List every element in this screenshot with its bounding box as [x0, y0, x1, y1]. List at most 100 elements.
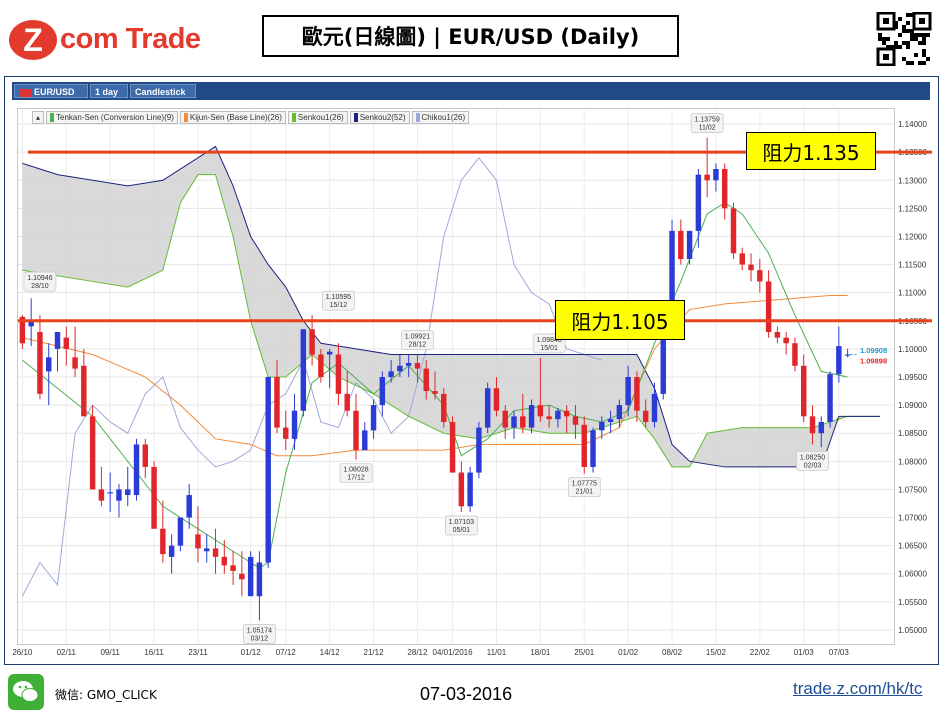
candle-body — [520, 416, 526, 428]
y-tick-label: 1.12000 — [898, 232, 927, 241]
y-tick-label: 1.05500 — [898, 598, 927, 607]
legend-item-chikou[interactable]: Chikou1(26) — [411, 111, 470, 124]
candle-body — [133, 444, 140, 496]
symbol-button[interactable]: EUR/USD — [14, 84, 88, 98]
candle-body — [397, 365, 403, 372]
candle-body — [581, 424, 587, 467]
candle-body — [502, 410, 508, 428]
price-label-box — [322, 290, 355, 311]
legend-label: Senkou2(52) — [359, 113, 406, 122]
candle-body — [230, 565, 236, 571]
flag-icon — [19, 88, 31, 97]
candle-body — [63, 337, 70, 349]
candle-body — [590, 430, 596, 467]
candle-body — [493, 388, 500, 411]
candle-body — [792, 343, 798, 366]
candle-body — [353, 410, 359, 451]
x-tick-label: 02/11 — [57, 648, 77, 657]
y-tick-label: 1.08500 — [898, 429, 927, 438]
legend-item-tenkan[interactable]: Tenkan-Sen (Conversion Line)(9) — [46, 111, 178, 124]
y-tick-label: 1.09500 — [898, 373, 927, 382]
candle-body — [344, 393, 350, 411]
x-tick-label: 09/11 — [100, 648, 120, 657]
candle-body — [713, 169, 719, 181]
legend-swatch — [291, 113, 296, 122]
candle-body — [239, 573, 245, 580]
candle-body — [642, 410, 649, 422]
last-ask-label: 1.09898 — [860, 357, 887, 366]
x-tick-label: 07/12 — [276, 648, 297, 657]
candle-body — [168, 545, 175, 557]
price-label-value: 1.05174 — [247, 627, 272, 634]
candle-body — [37, 332, 43, 394]
candle-body — [730, 208, 737, 254]
senkou1-line — [22, 174, 880, 468]
price-label-box — [567, 477, 601, 497]
price-label-date: 02/03 — [804, 462, 822, 469]
price-label-box — [23, 271, 57, 292]
y-tick-label: 1.11000 — [898, 289, 927, 298]
price-label-date: 15/12 — [330, 302, 348, 309]
resistance-low-label: 阻力1.105 — [555, 300, 685, 340]
x-tick-label: 21/12 — [364, 648, 385, 657]
legend-swatch — [415, 113, 420, 122]
candle-body — [809, 416, 816, 434]
candle-body — [379, 377, 386, 406]
candle-body — [572, 416, 579, 425]
candle-body — [686, 230, 693, 259]
candle-body — [125, 489, 131, 496]
candle-body — [177, 517, 184, 546]
last-bid-label: 1.09908 — [860, 346, 887, 355]
price-label-value: 1.10946 — [27, 275, 52, 282]
candle-body — [160, 528, 166, 555]
y-tick-label: 1.13000 — [898, 176, 927, 185]
candle-body — [695, 174, 702, 231]
price-label-value: 1.07775 — [572, 481, 597, 488]
qr-code-icon — [876, 12, 932, 66]
candle-body — [81, 365, 87, 417]
candle-body — [563, 410, 570, 417]
candle-body — [423, 368, 429, 392]
brand-logo: Z com Trade — [8, 18, 208, 62]
x-tick-label: 18/01 — [530, 648, 551, 657]
candle-body — [739, 253, 745, 265]
candle-body — [774, 332, 781, 338]
candle-body — [107, 492, 113, 494]
candle-body — [458, 472, 465, 507]
timeframe-button[interactable]: 1 day — [90, 84, 128, 98]
price-label-box — [401, 330, 434, 350]
candle-body — [537, 405, 544, 417]
legend-label: Tenkan-Sen (Conversion Line)(9) — [56, 113, 174, 122]
y-tick-label: 1.08000 — [898, 457, 927, 466]
legend-item-kijun[interactable]: Kijun-Sen (Base Line)(26) — [179, 111, 286, 124]
legend-swatch — [353, 113, 358, 122]
x-tick-label: 28/12 — [407, 648, 428, 657]
candle-body — [19, 316, 26, 344]
ichimoku-cloud — [22, 146, 881, 467]
legend-item-senkou2[interactable]: Senkou2(52) — [349, 111, 410, 124]
candle-body — [607, 419, 614, 422]
symbol-label: EUR/USD — [34, 87, 75, 97]
candle-body — [265, 377, 271, 563]
candle-body — [704, 174, 710, 181]
x-tick-label: 25/01 — [574, 648, 595, 657]
candle-body — [651, 393, 658, 422]
candle-body — [827, 374, 833, 422]
candle-body — [625, 377, 631, 406]
x-tick-label: 26/10 — [12, 648, 33, 657]
price-label-date: 15/01 — [540, 345, 558, 352]
chart-type-button[interactable]: Candlestick — [130, 84, 196, 98]
y-tick-label: 1.11500 — [898, 261, 927, 270]
site-link[interactable]: trade.z.com/hk/tc — [793, 679, 923, 698]
candle-body — [274, 377, 280, 428]
legend-item-senkou1[interactable]: Senkou1(26) — [287, 111, 348, 124]
y-tick-label: 1.05000 — [898, 626, 927, 635]
x-tick-label: 16/11 — [144, 648, 164, 657]
x-tick-label: 01/03 — [794, 648, 815, 657]
price-label-date: 17/12 — [347, 475, 365, 482]
candle-body — [800, 365, 807, 417]
candle-body — [309, 329, 315, 355]
price-label-value: 1.10595 — [326, 294, 351, 301]
candle-body — [72, 357, 78, 369]
legend-toggle[interactable]: ▴ — [32, 111, 45, 124]
